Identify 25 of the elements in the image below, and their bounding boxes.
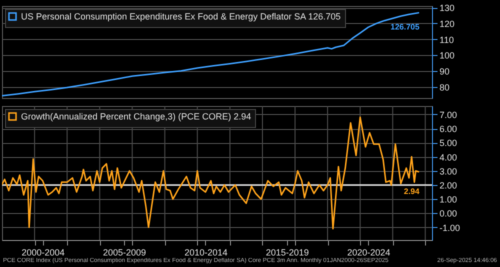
y-tick-label: 90 <box>440 66 450 77</box>
y-tick-label: 7.00 <box>440 110 458 120</box>
x-tick-label: 2010-2014 <box>184 248 228 258</box>
y-tick-label: 6.00 <box>440 124 458 134</box>
y-tick-label: 2.00 <box>440 180 458 190</box>
y-tick-label: 1.00 <box>440 194 458 205</box>
y-tick-label: 0.00 <box>440 208 458 219</box>
x-tick-label: 2020-2024 <box>347 248 390 258</box>
legend-label: Growth(Annualized Percent Change,3) (PCE CORE) 2.94 <box>21 112 252 122</box>
x-tick-label: 2000-2004 <box>22 248 65 258</box>
y-tick-label: 4.00 <box>440 152 458 162</box>
y-tick-label: 110 <box>440 34 454 45</box>
annotation: 2.94 <box>404 186 420 196</box>
y-tick-label: 80 <box>440 82 450 92</box>
y-tick-label: 100 <box>440 50 455 61</box>
y-tick-label: 130 <box>440 3 455 14</box>
y-tick-label: 3.00 <box>440 166 458 176</box>
y-tick-label: 5.00 <box>440 138 458 148</box>
y-tick-label: -1.00 <box>440 222 460 233</box>
annotation: 126.705 <box>390 22 420 32</box>
x-tick-label: 2015-2019 <box>266 248 309 258</box>
legend-label: US Personal Consumption Expenditures Ex Food & Energy Deflator SA 126.705 <box>21 12 341 22</box>
y-tick-label: 120 <box>440 18 455 29</box>
x-tick-label: 2005-2009 <box>103 248 146 258</box>
line-series <box>2 12 420 97</box>
